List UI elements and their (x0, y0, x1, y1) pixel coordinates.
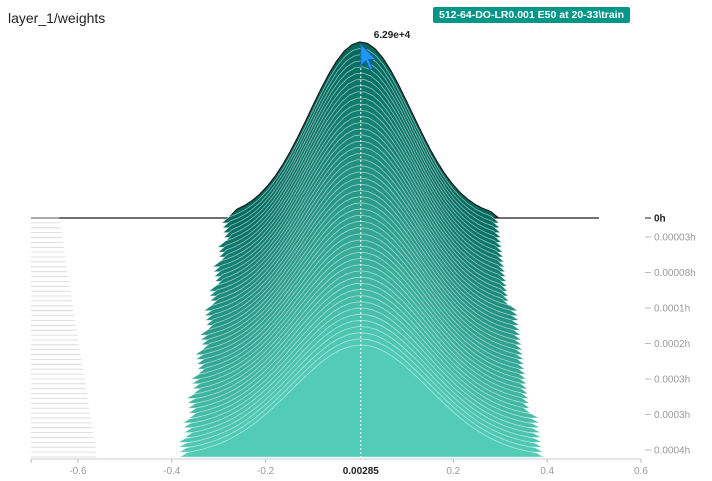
x-tick-label: -0.2 (257, 466, 275, 477)
y-tick-label: 0.00003h (654, 233, 696, 244)
x-axis: -0.6 -0.4 -0.2 0.2 0.4 0.6 (30, 458, 648, 477)
histogram-slices (31, 41, 627, 458)
y-tick-label: 0.0003h (654, 375, 690, 386)
chart-title: layer_1/weights (8, 10, 106, 26)
run-tag-badge: 512-64-DO-LR0.001 E50 at 20-33\train (433, 7, 631, 23)
cursor-pointer-icon (360, 42, 377, 71)
cursor-x-value: 0.00285 (343, 466, 380, 477)
y-axis: 0h 0.00003h 0.00008h 0.0001h 0.0002h 0.0003h 0… (645, 214, 696, 457)
histogram-slice-50 (96, 344, 627, 458)
y-tick-label: 0.0003h (654, 410, 690, 421)
cursor-overlay: 6.29e+4 0.00285 (343, 30, 411, 477)
y-tick-label: 0h (654, 214, 666, 225)
y-tick-label: 0.00008h (654, 268, 696, 279)
x-tick-label: 0.2 (446, 466, 460, 477)
x-tick-label: 0.4 (540, 466, 554, 477)
y-tick-label: 0.0001h (654, 304, 690, 315)
x-tick-label: -0.6 (69, 466, 87, 477)
peak-value-label: 6.29e+4 (374, 30, 411, 41)
x-tick-label: -0.4 (163, 466, 181, 477)
y-tick-label: 0.0002h (654, 339, 690, 350)
y-tick-label: 0.0004h (654, 446, 690, 457)
x-tick-label: 0.6 (634, 466, 648, 477)
